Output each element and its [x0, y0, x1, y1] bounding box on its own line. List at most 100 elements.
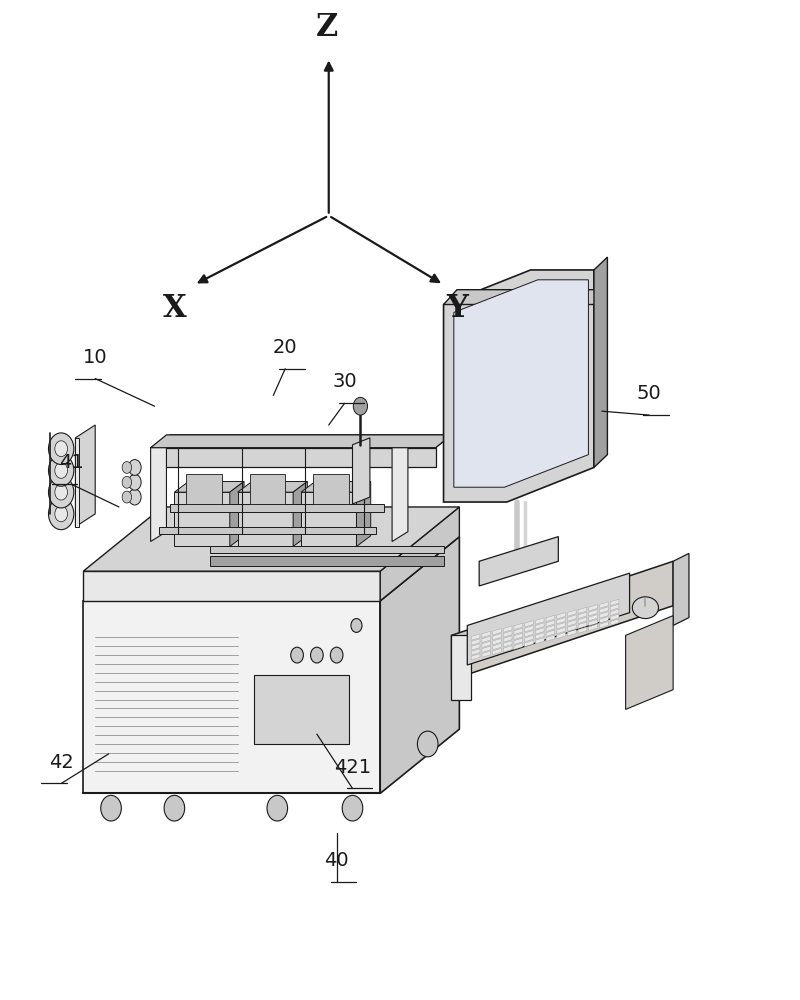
Polygon shape: [567, 630, 576, 636]
Polygon shape: [451, 561, 673, 680]
Polygon shape: [482, 641, 490, 648]
Polygon shape: [589, 609, 598, 616]
Polygon shape: [493, 643, 502, 650]
Polygon shape: [210, 556, 443, 566]
Polygon shape: [493, 638, 502, 645]
Polygon shape: [75, 438, 79, 527]
Circle shape: [354, 397, 367, 415]
Polygon shape: [557, 617, 566, 624]
Polygon shape: [392, 438, 408, 542]
Text: 20: 20: [273, 338, 298, 357]
Polygon shape: [503, 646, 512, 652]
Polygon shape: [471, 649, 480, 655]
Polygon shape: [471, 644, 480, 650]
Polygon shape: [482, 646, 490, 652]
Circle shape: [101, 795, 122, 821]
Polygon shape: [174, 492, 230, 546]
Polygon shape: [83, 601, 380, 793]
Polygon shape: [514, 628, 522, 635]
Polygon shape: [254, 675, 349, 744]
Polygon shape: [673, 553, 689, 625]
Polygon shape: [557, 627, 566, 634]
Polygon shape: [567, 615, 576, 621]
Text: 421: 421: [334, 758, 371, 777]
Polygon shape: [454, 280, 589, 487]
Polygon shape: [599, 622, 608, 628]
Circle shape: [164, 795, 185, 821]
Polygon shape: [567, 625, 576, 631]
Circle shape: [55, 506, 67, 522]
Text: Y: Y: [446, 293, 468, 324]
Polygon shape: [535, 628, 544, 634]
Polygon shape: [589, 624, 598, 631]
Polygon shape: [83, 507, 459, 571]
Polygon shape: [610, 604, 619, 611]
Polygon shape: [535, 618, 544, 624]
Polygon shape: [535, 623, 544, 629]
Polygon shape: [75, 425, 95, 527]
Polygon shape: [514, 643, 522, 649]
Polygon shape: [150, 438, 166, 542]
Polygon shape: [479, 537, 558, 586]
Circle shape: [129, 489, 141, 505]
Polygon shape: [482, 631, 490, 638]
Circle shape: [342, 795, 362, 821]
Circle shape: [310, 647, 323, 663]
Text: 10: 10: [83, 348, 107, 367]
Polygon shape: [557, 632, 566, 639]
Circle shape: [122, 491, 132, 503]
Polygon shape: [525, 621, 534, 627]
Circle shape: [129, 460, 141, 475]
Polygon shape: [546, 630, 554, 636]
Polygon shape: [610, 599, 619, 606]
Circle shape: [55, 463, 67, 478]
Polygon shape: [567, 620, 576, 626]
Polygon shape: [514, 633, 522, 640]
Polygon shape: [471, 654, 480, 660]
Circle shape: [418, 731, 438, 757]
Polygon shape: [578, 622, 587, 628]
Polygon shape: [170, 504, 384, 512]
Polygon shape: [503, 641, 512, 647]
Polygon shape: [83, 537, 459, 601]
Polygon shape: [471, 639, 480, 645]
Polygon shape: [174, 481, 244, 492]
Polygon shape: [154, 435, 451, 448]
Polygon shape: [301, 481, 370, 492]
Polygon shape: [83, 571, 380, 601]
Polygon shape: [154, 448, 436, 467]
Polygon shape: [514, 623, 522, 630]
Polygon shape: [599, 612, 608, 618]
Polygon shape: [535, 633, 544, 639]
Polygon shape: [150, 435, 451, 448]
Polygon shape: [467, 573, 630, 665]
Polygon shape: [353, 438, 370, 504]
Polygon shape: [238, 481, 307, 492]
Polygon shape: [238, 492, 293, 546]
Circle shape: [267, 795, 287, 821]
Polygon shape: [599, 617, 608, 623]
Text: Z: Z: [316, 12, 338, 43]
Circle shape: [49, 433, 74, 464]
Circle shape: [122, 476, 132, 488]
Text: 50: 50: [637, 384, 662, 403]
Polygon shape: [610, 614, 619, 620]
Polygon shape: [471, 634, 480, 640]
Polygon shape: [313, 474, 349, 504]
Circle shape: [49, 476, 74, 508]
Polygon shape: [557, 622, 566, 629]
Polygon shape: [503, 636, 512, 642]
Text: 42: 42: [49, 753, 74, 772]
Polygon shape: [599, 602, 608, 608]
Polygon shape: [493, 648, 502, 655]
Ellipse shape: [632, 597, 658, 619]
Polygon shape: [578, 607, 587, 614]
Polygon shape: [357, 481, 370, 546]
Polygon shape: [158, 527, 376, 534]
Text: X: X: [162, 293, 186, 324]
Circle shape: [49, 498, 74, 530]
Polygon shape: [610, 609, 619, 616]
Polygon shape: [230, 481, 244, 546]
Polygon shape: [599, 607, 608, 613]
Polygon shape: [557, 613, 566, 619]
